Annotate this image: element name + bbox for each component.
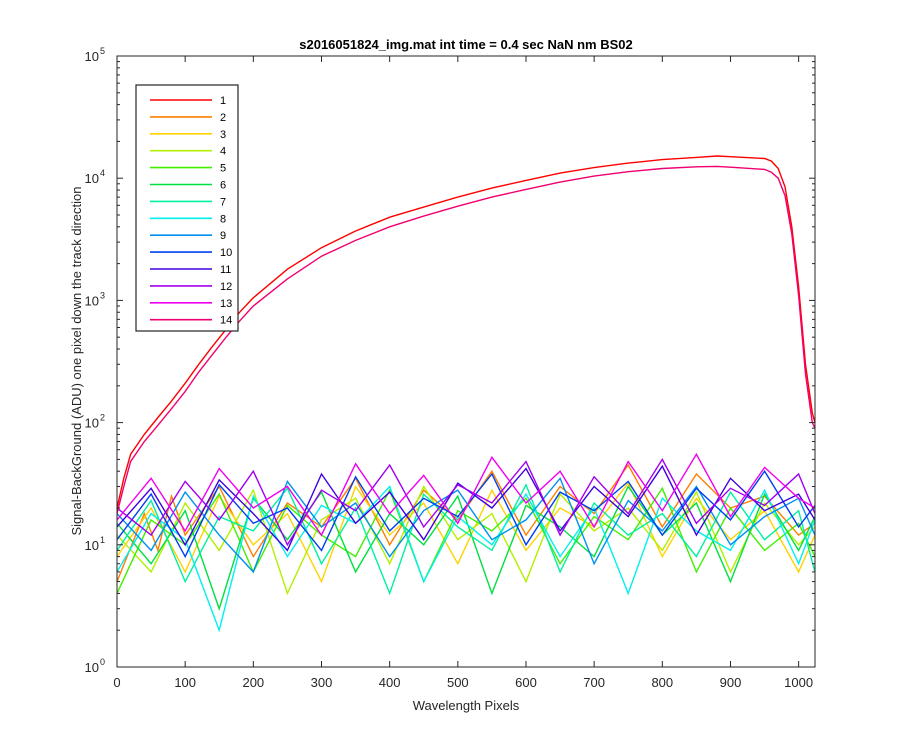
legend-label-11: 11 — [220, 264, 231, 276]
legend-label-7: 7 — [220, 196, 226, 208]
series-line-4 — [117, 485, 815, 596]
y-tick-exponent: 3 — [100, 290, 105, 300]
legend-label-12: 12 — [220, 281, 232, 293]
y-tick-label: 10 — [85, 416, 99, 431]
y-tick-label: 10 — [85, 171, 99, 186]
y-tick-label: 10 — [85, 49, 99, 64]
x-tick-label: 500 — [447, 675, 469, 690]
x-axis-label: Wavelength Pixels — [413, 698, 520, 713]
x-tick-label: 600 — [515, 675, 537, 690]
legend-label-5: 5 — [220, 163, 226, 175]
series-line-1 — [117, 155, 815, 509]
legend-label-3: 3 — [220, 129, 226, 141]
legend-label-10: 10 — [220, 247, 232, 259]
series-line-7 — [117, 483, 815, 596]
series-line-14 — [117, 165, 815, 514]
series-layer — [117, 155, 815, 633]
series-line-8 — [117, 485, 815, 633]
y-tick-exponent: 4 — [100, 168, 105, 178]
legend-label-13: 13 — [220, 298, 232, 310]
chart-title: s2016051824_img.mat int time = 0.4 sec N… — [299, 37, 633, 52]
legend-label-2: 2 — [220, 112, 226, 124]
x-axis: 0 100 200 300 400 500 600 700 800 900 1000 — [113, 56, 813, 690]
x-tick-label: 0 — [113, 675, 120, 690]
series-line-12 — [117, 458, 815, 547]
legend-label-8: 8 — [220, 213, 226, 225]
legend-label-1: 1 — [220, 95, 226, 107]
y-tick-exponent: 1 — [100, 535, 105, 545]
legend-box — [135, 84, 239, 332]
x-tick-label: 300 — [311, 675, 333, 690]
x-tick-label: 100 — [174, 675, 196, 690]
x-tick-label: 700 — [583, 675, 605, 690]
x-tick-label: 800 — [651, 675, 673, 690]
x-tick-label: 400 — [379, 675, 401, 690]
y-tick-label: 10 — [85, 660, 99, 675]
y-tick-label: 10 — [85, 538, 99, 553]
y-axis-label: Signal-BackGround (ADU) one pixel down t… — [69, 186, 84, 535]
y-tick-exponent: 5 — [100, 46, 105, 56]
x-tick-label: 900 — [720, 675, 742, 690]
y-tick-exponent: 2 — [100, 413, 105, 423]
series-line-9 — [117, 476, 815, 574]
legend-label-14: 14 — [220, 315, 232, 327]
x-tick-label: 1000 — [784, 675, 813, 690]
legend-label-6: 6 — [220, 180, 226, 192]
x-tick-label: 200 — [242, 675, 264, 690]
y-tick-label: 10 — [85, 293, 99, 308]
legend-label-4: 4 — [220, 146, 226, 158]
y-tick-exponent: 0 — [100, 657, 105, 667]
plot-area-frame — [116, 55, 816, 668]
series-line-13 — [117, 452, 815, 537]
legend-label-9: 9 — [220, 230, 226, 242]
